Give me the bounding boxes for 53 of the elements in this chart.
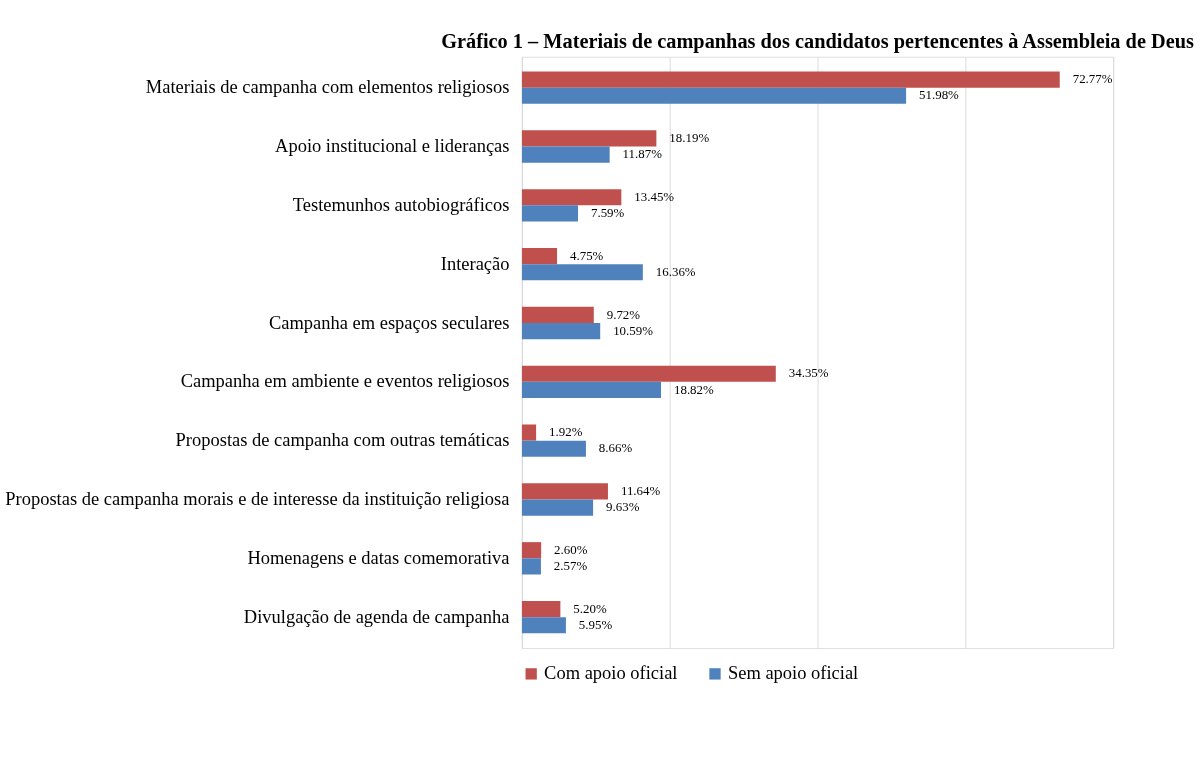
bar <box>521 130 657 147</box>
y-tick-label: Propostas de campanha morais e de interesse da instituição religiosa <box>5 489 510 510</box>
data-label: 11.64% <box>620 483 661 499</box>
data-label: 5.95% <box>578 616 613 632</box>
data-label: 10.59% <box>613 322 654 338</box>
data-label: 9.63% <box>606 499 640 515</box>
data-label: 18.82% <box>673 381 715 397</box>
bar <box>521 600 561 618</box>
y-tick-label: Interação <box>440 253 510 274</box>
data-label: 51.98% <box>919 87 960 103</box>
legend-label: Sem apoio oficial <box>727 663 859 684</box>
bar <box>521 87 907 104</box>
data-label: 5.20% <box>573 600 607 616</box>
data-label: 18.19% <box>669 130 710 146</box>
chart-title: Gráfico 1 – Materiais de campanhas dos candidatos pertencentes à Assembleia de Deus <box>441 30 1194 54</box>
bar <box>521 483 608 500</box>
data-label: 2.57% <box>553 558 588 574</box>
data-label: 13.45% <box>634 188 675 204</box>
bar <box>521 381 662 399</box>
data-label: 8.66% <box>598 440 633 456</box>
y-tick-label: Testemunhos autobiográficos <box>292 194 510 215</box>
data-label: 34.35% <box>788 365 829 381</box>
bar <box>521 205 579 222</box>
data-label: 4.75% <box>569 247 604 263</box>
bar <box>521 189 622 206</box>
bar <box>521 542 542 559</box>
y-tick-label: Apoio institucional e lideranças <box>275 136 510 157</box>
data-label: 7.59% <box>590 205 625 221</box>
y-tick-label: Homenagens e datas comemorativa <box>247 547 510 568</box>
y-tick-label: Campanha em ambiente e eventos religiosos <box>180 371 510 392</box>
y-tick-label: Propostas de campanha com outras temáticas <box>175 430 510 451</box>
y-tick-label: Materiais de campanha com elementos religiosos <box>145 77 510 98</box>
data-label: 11.87% <box>622 146 663 162</box>
legend-label: Com apoio oficial <box>544 663 678 684</box>
bar <box>521 71 1060 88</box>
bar <box>521 499 594 516</box>
y-tick-label: Campanha em espaços seculares <box>268 312 510 333</box>
bar <box>521 323 601 340</box>
bar <box>521 146 610 163</box>
bar <box>521 558 541 575</box>
bar <box>521 264 643 281</box>
bar <box>521 617 566 634</box>
data-label: 9.72% <box>606 306 641 322</box>
bar <box>521 306 594 324</box>
bar <box>521 365 776 382</box>
data-label: 2.60% <box>554 541 588 557</box>
bar <box>521 440 586 457</box>
y-tick-label: Divulgação de agenda de campanha <box>243 606 510 627</box>
data-label: 1.92% <box>549 424 583 440</box>
data-label: 16.36% <box>655 263 696 279</box>
data-label: 72.77% <box>1072 71 1113 87</box>
bar <box>521 248 558 265</box>
bar <box>521 424 537 441</box>
